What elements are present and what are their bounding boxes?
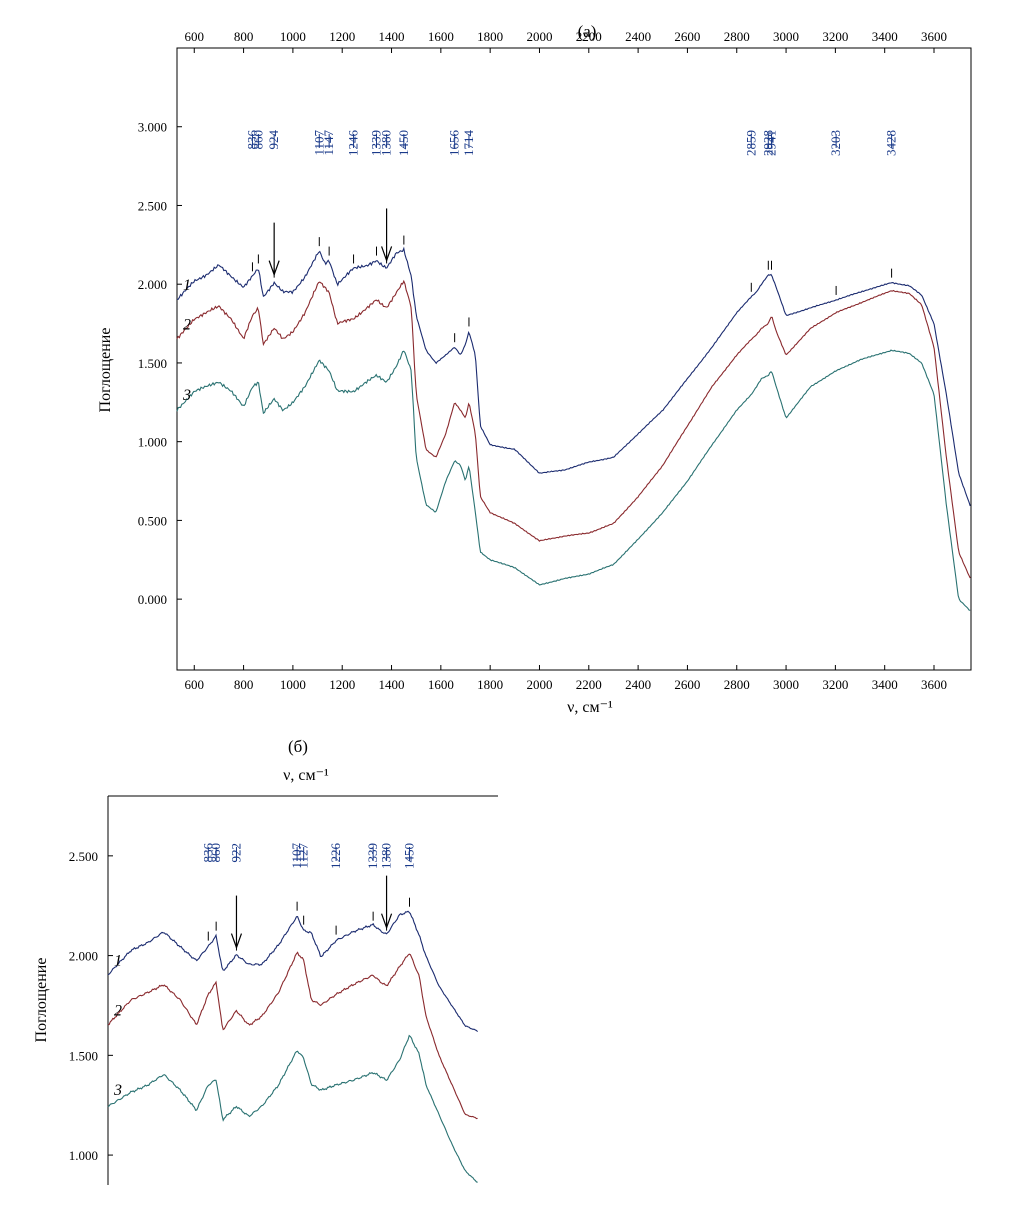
- panel-a-x-axis-label: ν, см⁻¹: [567, 699, 613, 716]
- y-tick-label: 2.500: [138, 198, 167, 213]
- x-tick-label-bottom: 1200: [329, 677, 355, 692]
- y-tick-label: 2.000: [138, 277, 167, 292]
- x-tick-label-top: 2000: [526, 29, 552, 44]
- curve-number-2: 2: [114, 1002, 122, 1019]
- panel-b-title: (б): [288, 737, 308, 756]
- x-tick-label-bottom: 2400: [625, 677, 651, 692]
- x-tick-label-bottom: 2800: [724, 677, 750, 692]
- x-tick-label-top: 1400: [379, 29, 405, 44]
- x-tick-label-bottom: 2200: [576, 677, 602, 692]
- arrow-head: [381, 246, 393, 263]
- x-tick-label-top: 1800: [477, 29, 503, 44]
- panel-b-y-ticks: 1.000 1.500 2.000 2.500: [69, 849, 113, 1163]
- curve-number-2: 2: [183, 316, 191, 333]
- x-tick-label-top: 2600: [674, 29, 700, 44]
- x-tick-label-top: 600: [185, 29, 205, 44]
- y-tick-label: 1.500: [69, 1048, 98, 1063]
- x-tick-label-top: 1600: [428, 29, 454, 44]
- panel-a-title: (a): [578, 22, 597, 41]
- x-tick-label-bottom: 1800: [477, 677, 503, 692]
- series-1-line: [107, 910, 478, 1033]
- panel-b-y-axis-label: Поглощение: [33, 958, 50, 1043]
- x-tick-label-top: 800: [234, 29, 254, 44]
- panel-b-series: [107, 910, 478, 1183]
- panel-a-series: [176, 246, 971, 611]
- x-tick-label-top: 2200: [576, 29, 602, 44]
- x-tick-label-bottom: 2600: [674, 677, 700, 692]
- series-3-line: [176, 349, 971, 611]
- x-tick-label-top: 3000: [773, 29, 799, 44]
- panel-b-curve-numbers: 1 2 3: [113, 953, 122, 1100]
- x-tick-label-bottom: 1000: [280, 677, 306, 692]
- panel-a-plot-frame: [176, 47, 972, 671]
- curve-number-1: 1: [114, 953, 122, 970]
- panel-b-x-axis-label: ν, см⁻¹: [283, 767, 329, 784]
- series-2-line: [176, 279, 971, 579]
- x-tick-label-top: 2400: [625, 29, 651, 44]
- x-tick-label-bottom: 3400: [872, 677, 898, 692]
- x-tick-label-top: 3200: [822, 29, 848, 44]
- y-tick-label: 1.500: [138, 356, 167, 371]
- x-tick-label-top: 3600: [921, 29, 947, 44]
- panel-a-y-ticks: 0.000 0.500 1.000 1.500 2.000 2.500 3.000: [138, 120, 182, 607]
- y-tick-label: 3.000: [138, 120, 167, 135]
- panel-a-peak-labels: 8368609241107114712461339138014501656171…: [244, 130, 899, 343]
- x-tick-label-bottom: 3600: [921, 677, 947, 692]
- arrow-head: [230, 933, 243, 950]
- arrow-head: [268, 260, 280, 277]
- series-2-line: [107, 951, 478, 1120]
- curve-number-1: 1: [183, 277, 191, 294]
- x-tick-label-bottom: 600: [185, 677, 205, 692]
- panel-b: (б) ν, см⁻¹ 1.000 1.500 2.000 2.500 8368609…: [33, 737, 498, 1185]
- panel-b-arrows: [230, 875, 393, 950]
- x-tick-label-top: 2800: [724, 29, 750, 44]
- panel-a-top-x-ticks: 600 800 1000 1200 1400 1600 1800 2000 2200 2400 26…: [185, 29, 947, 53]
- x-tick-label-top: 1000: [280, 29, 306, 44]
- x-tick-label-bottom: 2000: [526, 677, 552, 692]
- y-tick-label: 1.000: [138, 435, 167, 450]
- panel-a-bottom-x-ticks: 600 800 1000 1200 1400 1600 1800 2000 2200 2400 26…: [185, 665, 947, 692]
- x-tick-label-top: 1200: [329, 29, 355, 44]
- curve-number-3: 3: [182, 387, 191, 404]
- y-tick-label: 0.500: [138, 513, 167, 528]
- x-tick-label-bottom: 1600: [428, 677, 454, 692]
- series-3-line: [107, 1034, 478, 1183]
- x-tick-label-bottom: 1400: [379, 677, 405, 692]
- series-1-line: [177, 246, 971, 507]
- x-tick-label-bottom: 3000: [773, 677, 799, 692]
- curve-number-3: 3: [113, 1082, 122, 1099]
- x-tick-label-bottom: 800: [234, 677, 254, 692]
- y-tick-label: 1.000: [69, 1148, 98, 1163]
- y-tick-label: 2.500: [69, 849, 98, 864]
- y-tick-label: 2.000: [69, 949, 98, 964]
- panel-a-arrows: [268, 208, 393, 277]
- arrow-head: [381, 913, 393, 930]
- y-tick-label: 0.000: [138, 592, 167, 607]
- panel-a-curve-numbers: 1 2 3: [182, 277, 191, 404]
- panel-b-peak-labels: 836860922110711271226133913801450: [200, 843, 417, 951]
- panel-a-y-axis-label: Поглощение: [97, 328, 114, 413]
- panel-a: (a) 600 800 1000 1200 1400 1600 1800 2000 2200 24…: [97, 22, 972, 716]
- x-tick-label-top: 3400: [872, 29, 898, 44]
- x-tick-label-bottom: 3200: [822, 677, 848, 692]
